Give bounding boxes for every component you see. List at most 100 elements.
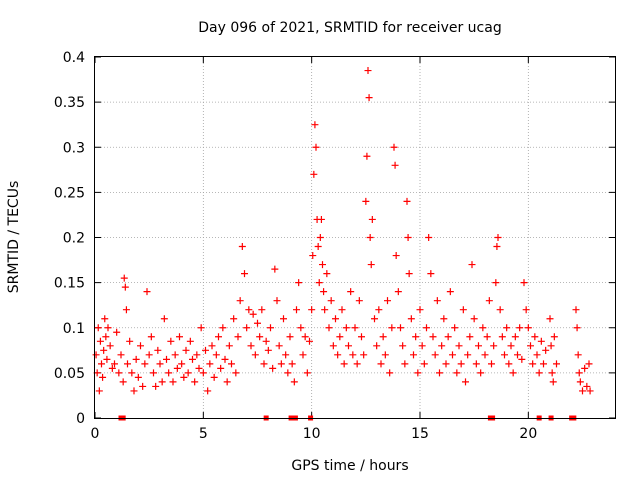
data-point <box>325 324 333 332</box>
data-point <box>438 342 446 350</box>
data-point <box>446 288 454 296</box>
data-point <box>414 369 422 377</box>
data-point <box>295 279 303 287</box>
data-point <box>579 387 586 395</box>
data-point <box>342 324 350 332</box>
data-point <box>156 360 164 368</box>
data-point <box>254 319 261 327</box>
data-point <box>232 369 240 377</box>
data-point <box>282 351 290 359</box>
data-point <box>347 288 355 296</box>
data-point <box>516 324 524 332</box>
data-point <box>401 360 409 368</box>
data-point <box>299 351 307 359</box>
data-point <box>462 378 469 386</box>
data-point <box>251 351 259 359</box>
data-point <box>154 346 162 354</box>
data-point <box>314 243 322 251</box>
data-point <box>290 378 298 386</box>
data-point <box>327 297 335 305</box>
data-point <box>319 261 326 269</box>
y-tick-label: 0.3 <box>63 140 85 156</box>
data-point <box>163 355 170 363</box>
data-point <box>533 351 541 359</box>
data-point <box>334 351 342 359</box>
data-point <box>111 360 118 368</box>
data-point <box>267 324 274 332</box>
data-point <box>520 279 528 287</box>
data-point <box>120 274 128 282</box>
data-point <box>501 351 508 359</box>
y-tick-label: 0.1 <box>63 321 85 337</box>
data-point <box>308 306 316 314</box>
data-point <box>553 360 560 368</box>
data-point <box>134 373 142 381</box>
data-point <box>336 333 344 341</box>
data-point <box>256 333 264 341</box>
data-point <box>527 342 534 350</box>
data-point <box>221 355 229 363</box>
plot-frame <box>94 56 616 419</box>
data-point <box>147 333 155 341</box>
y-tick-label: 0 <box>76 411 85 427</box>
data-point <box>574 351 582 359</box>
data-point <box>95 387 103 395</box>
data-point <box>379 333 387 341</box>
data-point <box>100 346 108 354</box>
data-point <box>139 382 147 390</box>
grid-lines <box>95 57 615 418</box>
data-point <box>440 315 448 323</box>
data-point <box>583 382 591 390</box>
data-point <box>169 378 177 386</box>
data-point <box>150 369 157 377</box>
data-point <box>550 333 558 341</box>
data-point <box>247 342 255 350</box>
data-point <box>119 378 127 386</box>
data-point <box>199 369 207 377</box>
data-point <box>345 342 352 350</box>
data-point <box>269 364 277 372</box>
data-point <box>176 333 183 341</box>
data-point <box>572 306 580 314</box>
data-point <box>386 369 394 377</box>
data-point <box>264 346 272 354</box>
data-point <box>444 333 452 341</box>
data-point <box>315 279 323 287</box>
data-point <box>197 324 205 332</box>
data-point <box>407 315 415 323</box>
data-point <box>238 243 246 251</box>
data-point <box>184 369 192 377</box>
data-point <box>271 265 279 273</box>
data-point <box>410 351 417 359</box>
data-point <box>306 337 313 345</box>
data-point <box>470 315 478 323</box>
y-tick-label: 0.25 <box>54 185 85 201</box>
data-point <box>368 215 376 223</box>
data-point <box>160 315 168 323</box>
data-point <box>143 288 151 296</box>
data-point <box>145 351 153 359</box>
data-point <box>505 360 513 368</box>
data-point <box>405 270 413 278</box>
data-point <box>412 333 420 341</box>
data-point <box>275 342 283 350</box>
data-point <box>503 324 511 332</box>
axis-ticks: 0 5 10 15 20 0 0.05 0.1 0.15 0.2 0.25 0.3 0.35 0.4 <box>54 50 615 442</box>
data-point <box>243 324 251 332</box>
data-point <box>202 346 209 354</box>
data-point <box>182 346 190 354</box>
data-point <box>323 270 331 278</box>
data-point <box>101 315 109 323</box>
data-point <box>171 351 179 359</box>
data-point <box>297 324 305 332</box>
data-point <box>108 364 116 372</box>
data-point <box>310 170 318 178</box>
data-point <box>273 297 281 305</box>
data-point <box>442 360 450 368</box>
data-point <box>178 360 186 368</box>
data-points <box>92 67 594 421</box>
data-point <box>537 337 545 345</box>
data-point <box>234 333 242 341</box>
y-tick-label: 0.35 <box>54 95 85 111</box>
data-point <box>371 315 378 323</box>
